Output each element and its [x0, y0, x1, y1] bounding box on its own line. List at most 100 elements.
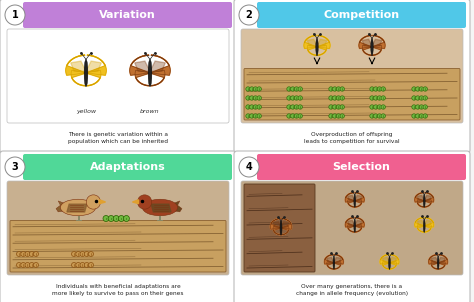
Circle shape — [76, 262, 81, 268]
FancyBboxPatch shape — [7, 29, 229, 123]
Circle shape — [370, 105, 374, 109]
Circle shape — [381, 105, 385, 109]
Circle shape — [80, 252, 85, 256]
Ellipse shape — [389, 257, 391, 269]
Circle shape — [291, 87, 295, 91]
Polygon shape — [150, 55, 170, 75]
Circle shape — [377, 96, 382, 100]
Circle shape — [340, 96, 345, 100]
Circle shape — [370, 114, 374, 118]
Circle shape — [370, 87, 374, 91]
Ellipse shape — [316, 38, 318, 56]
Circle shape — [287, 114, 291, 118]
Circle shape — [25, 252, 30, 256]
Circle shape — [253, 114, 258, 118]
Circle shape — [419, 114, 424, 118]
Text: There is genetic variation within a
population which can be inherited: There is genetic variation within a popu… — [68, 132, 168, 144]
Ellipse shape — [142, 199, 178, 216]
Polygon shape — [150, 70, 165, 86]
Polygon shape — [417, 220, 424, 225]
Text: Overproduction of offspring
leads to competition for survival: Overproduction of offspring leads to com… — [304, 132, 400, 144]
Polygon shape — [372, 39, 382, 46]
Polygon shape — [415, 193, 424, 202]
Circle shape — [419, 105, 424, 109]
Circle shape — [123, 216, 129, 221]
Polygon shape — [327, 262, 334, 269]
Circle shape — [298, 114, 302, 118]
FancyBboxPatch shape — [241, 181, 463, 275]
Circle shape — [246, 114, 250, 118]
Circle shape — [118, 216, 124, 221]
Circle shape — [249, 114, 254, 118]
Circle shape — [253, 105, 258, 109]
Text: 4: 4 — [246, 162, 252, 172]
Circle shape — [340, 105, 345, 109]
Circle shape — [298, 105, 302, 109]
FancyBboxPatch shape — [257, 2, 466, 28]
Circle shape — [294, 105, 299, 109]
Polygon shape — [355, 195, 362, 200]
Circle shape — [419, 96, 424, 100]
Circle shape — [423, 87, 428, 91]
Circle shape — [412, 114, 416, 118]
Circle shape — [84, 252, 89, 256]
Polygon shape — [307, 45, 317, 55]
Polygon shape — [307, 39, 317, 46]
FancyBboxPatch shape — [257, 154, 466, 180]
FancyBboxPatch shape — [244, 184, 315, 272]
Polygon shape — [334, 255, 344, 264]
Circle shape — [249, 96, 254, 100]
Circle shape — [287, 96, 291, 100]
Polygon shape — [347, 220, 355, 225]
Circle shape — [377, 87, 382, 91]
Circle shape — [72, 252, 76, 256]
Polygon shape — [304, 35, 317, 48]
Circle shape — [333, 105, 337, 109]
Polygon shape — [86, 55, 106, 75]
Polygon shape — [130, 55, 150, 75]
Polygon shape — [348, 225, 355, 232]
Circle shape — [336, 96, 341, 100]
Polygon shape — [150, 61, 165, 71]
FancyBboxPatch shape — [234, 0, 470, 153]
Polygon shape — [417, 225, 424, 232]
FancyBboxPatch shape — [234, 151, 470, 302]
Text: Competition: Competition — [323, 10, 400, 20]
Ellipse shape — [423, 220, 425, 233]
Polygon shape — [431, 262, 438, 269]
Polygon shape — [100, 200, 106, 204]
Ellipse shape — [371, 38, 373, 56]
Circle shape — [249, 105, 254, 109]
Polygon shape — [281, 222, 289, 227]
Circle shape — [419, 87, 424, 91]
Circle shape — [113, 216, 119, 221]
Polygon shape — [133, 200, 138, 204]
Polygon shape — [317, 35, 330, 48]
Circle shape — [5, 5, 25, 25]
Circle shape — [34, 262, 38, 268]
Circle shape — [336, 114, 341, 118]
Polygon shape — [372, 35, 385, 48]
Polygon shape — [135, 61, 150, 71]
Circle shape — [333, 114, 337, 118]
Circle shape — [291, 105, 295, 109]
Polygon shape — [438, 255, 447, 264]
Polygon shape — [327, 257, 334, 262]
Circle shape — [17, 252, 21, 256]
Ellipse shape — [423, 194, 425, 207]
Circle shape — [329, 87, 333, 91]
Circle shape — [336, 87, 341, 91]
Circle shape — [336, 105, 341, 109]
Circle shape — [257, 114, 262, 118]
Circle shape — [89, 252, 93, 256]
Polygon shape — [383, 262, 390, 269]
Polygon shape — [424, 225, 431, 232]
Polygon shape — [362, 39, 372, 46]
Polygon shape — [355, 225, 362, 232]
Polygon shape — [135, 70, 150, 86]
Polygon shape — [355, 200, 362, 207]
Circle shape — [287, 105, 291, 109]
Circle shape — [412, 87, 416, 91]
Polygon shape — [67, 204, 87, 212]
Polygon shape — [56, 201, 73, 212]
